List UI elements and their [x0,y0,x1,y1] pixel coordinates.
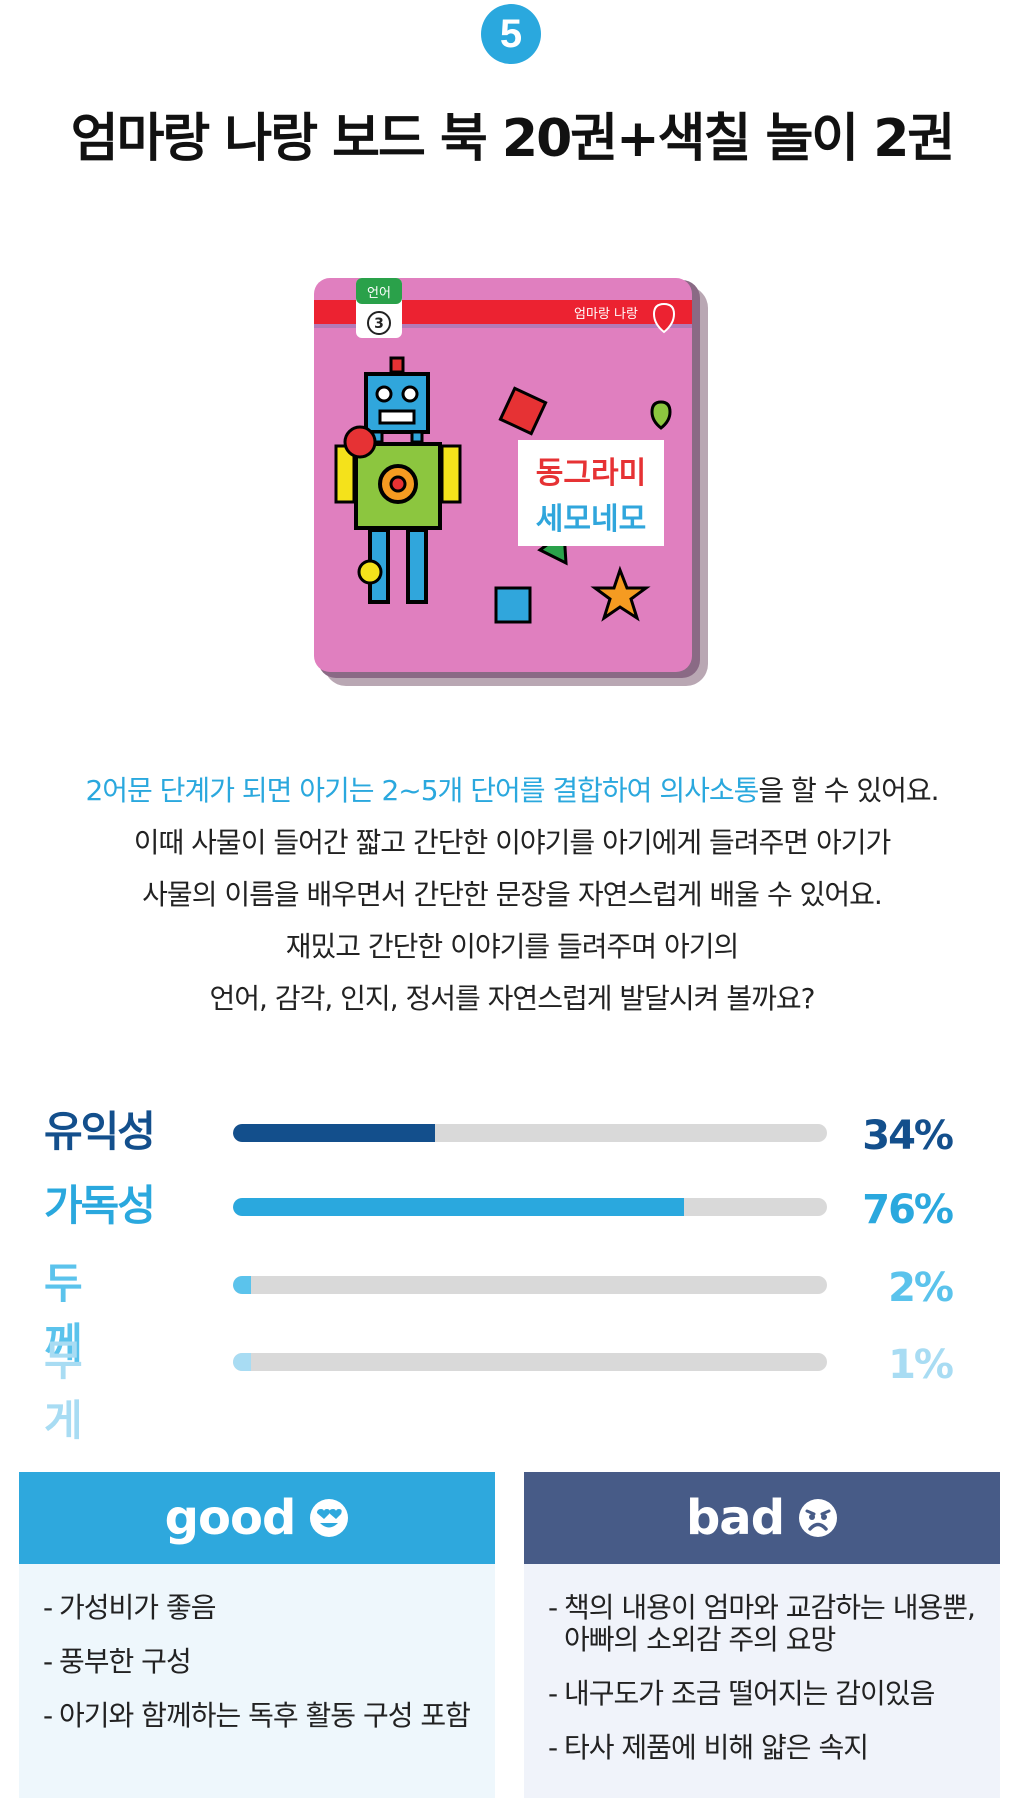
rating-label: 무게 [44,1336,111,1445]
good-list: - 가성비가 좋음 - 풍부한 구성 - 아기와 함께하는 독후 활동 구성 포함 [19,1564,495,1798]
list-item: - 가성비가 좋음 [43,1591,216,1624]
rating-fill [233,1353,251,1371]
rating-readability: 가독성 76% [0,1176,1024,1236]
rating-fill [233,1198,685,1216]
list-item: - 내구도가 조금 떨어지는 감이있음 [548,1677,935,1710]
list-item: - 아기와 함께하는 독후 활동 구성 포함 [43,1699,471,1732]
rating-label: 유익성 [44,1107,156,1156]
rating-usefulness: 유익성 34% [0,1102,1024,1162]
good-panel: good - 가성비가 좋음 - 풍부한 구성 - 아기와 함께하는 독후 활동 구성… [19,1472,495,1798]
rating-percent: 1% [888,1342,954,1388]
page-title: 엄마랑 나랑 보드 북 20권+색칠 놀이 2권 [70,109,956,169]
description-line-5: 언어, 감각, 인지, 정서를 자연스럽게 발달시켜 볼까요? [209,982,816,1015]
description-line-1: 2어문 단계가 되면 아기는 2~5개 단어를 결합하여 의사소통을 할 수 있… [0,765,1024,817]
description-line-2: 이때 사물이 들어간 짧고 간단한 이야기를 아기에게 들려주면 아기가 [133,826,892,859]
bad-title: bad [685,1490,785,1546]
heart-eyes-face-icon [310,1499,349,1537]
good-title: good [164,1490,297,1546]
rating-track [233,1198,827,1216]
rating-percent: 34% [862,1113,954,1159]
good-panel-header: good [19,1472,495,1564]
sad-face-icon [799,1499,838,1537]
bad-panel: bad - 책의 내용이 엄마와 교감하는 내용뿐, 아빠의 소외감 주의 요망 … [524,1472,1000,1798]
rating-weight: 무게 1% [0,1331,1024,1445]
rating-track [233,1124,827,1142]
description-line-3: 사물의 이름을 배우면서 간단한 문장을 자연스럽게 배울 수 있어요. [142,878,883,911]
list-item-continuation: 아빠의 소외감 주의 요망 [564,1623,836,1656]
bad-panel-header: bad [524,1472,1000,1564]
rating-percent: 2% [888,1265,954,1311]
rating-percent: 76% [862,1187,954,1233]
description-highlight: 2어문 단계가 되면 아기는 2~5개 단어를 결합하여 의사소통 [85,774,759,807]
rating-thickness: 두께 2% [0,1254,1024,1368]
book-tab-number: 3 [374,316,384,332]
list-item: - 타사 제품에 비해 얇은 속지 [548,1731,869,1764]
rating-label: 두께 [44,1259,111,1368]
book-title-line1: 동그라미 [536,456,646,491]
book-cover-image: 언어 3 엄마랑 나랑 동그라미 세모네모 [314,278,710,688]
book-title-line2: 세모네모 [536,502,646,537]
description-line-1-rest: 을 할 수 있어요. [758,774,939,807]
bad-list: - 책의 내용이 엄마와 교감하는 내용뿐, 아빠의 소외감 주의 요망 - 내구도… [524,1564,1000,1798]
rating-fill [233,1276,251,1294]
rating-track [233,1353,827,1371]
list-item: - 책의 내용이 엄마와 교감하는 내용뿐, [548,1591,976,1624]
rating-fill [233,1124,435,1142]
book-tab-label: 언어 [367,286,391,301]
description-line-4: 재밌고 간단한 이야기를 들려주며 아기의 [285,930,740,963]
rating-label: 가독성 [44,1181,156,1230]
step-number-badge: 5 [481,4,541,64]
rating-track [233,1276,827,1294]
book-series-label: 엄마랑 나랑 [574,307,638,322]
list-item: - 풍부한 구성 [43,1645,192,1678]
description-text: 2어문 단계가 되면 아기는 2~5개 단어를 결합하여 의사소통을 할 수 있… [0,765,1024,1025]
